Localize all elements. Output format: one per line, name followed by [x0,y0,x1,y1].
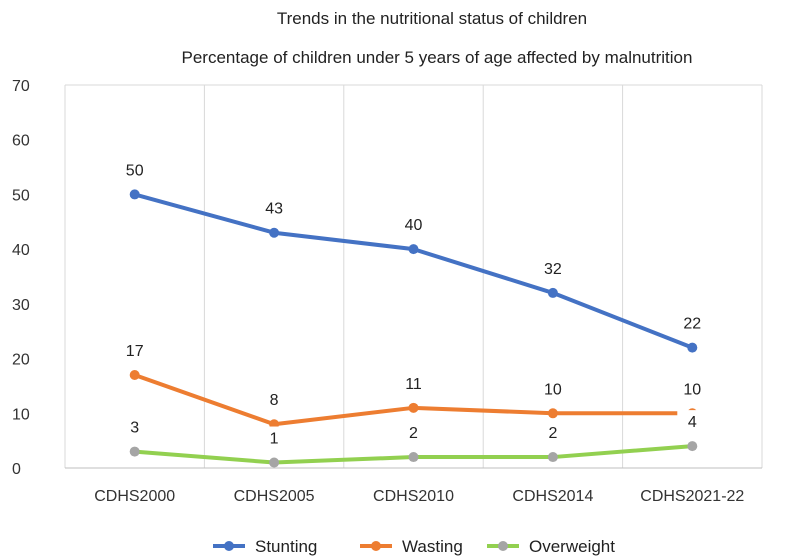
data-label-bg [537,256,568,279]
data-label-bg [677,311,708,334]
legend-item-wasting: Wasting [360,537,463,556]
stunting-data-label: 32 [544,261,562,278]
x-tick-label: CDHS2010 [373,488,454,505]
legend-marker [498,541,508,551]
data-label-bg [398,421,429,444]
wasting-point [547,408,558,419]
x-tick-label: CDHS2021-22 [640,488,744,505]
x-tick-label: CDHS2000 [94,488,175,505]
legend-label: Stunting [255,537,317,556]
stunting-point [129,189,140,200]
stunting-data-label: 43 [265,201,283,218]
overweight-data-label: 3 [130,420,139,437]
x-tick-label: CDHS2005 [234,488,315,505]
wasting-data-label: 8 [270,392,279,409]
stunting-point [269,227,280,238]
y-tick-label: 60 [12,133,30,150]
overweight-data-label: 2 [548,425,557,442]
legend-item-stunting: Stunting [213,537,317,556]
y-tick-label: 0 [12,461,21,478]
series-stunting: 50 43 40 32 22 [119,158,708,353]
data-label-bg [677,377,708,400]
y-tick-label: 40 [12,242,30,259]
stunting-point [687,342,698,353]
x-tick-label: CDHS2014 [512,488,593,505]
legend-marker [371,541,381,551]
wasting-point [129,369,140,380]
legend: Stunting Wasting Overweight [213,537,615,556]
overweight-point [408,452,419,463]
data-label-bg [119,158,150,181]
data-label-bg [119,338,150,361]
overweight-point [687,441,698,452]
data-label-bg [398,371,429,394]
stunting-point [408,244,419,255]
x-axis: CDHS2000 CDHS2005 CDHS2010 CDHS2014 CDHS2021… [94,488,744,505]
stunting-data-label: 22 [683,316,701,333]
wasting-data-label: 11 [405,376,422,393]
overweight-data-label: 4 [688,414,697,431]
overweight-point [129,446,140,457]
overweight-data-label: 1 [270,431,279,448]
wasting-point [408,402,419,413]
y-tick-label: 50 [12,187,30,204]
y-tick-label: 20 [12,352,30,369]
y-tick-label: 30 [12,297,30,314]
data-label-bg [259,426,290,449]
gridlines [64,84,763,469]
y-tick-label: 70 [12,78,30,95]
series-overweight: 3 1 2 2 4 [119,410,708,468]
data-label-bg [537,421,568,444]
legend-label: Wasting [402,537,463,556]
wasting-data-label: 10 [544,381,562,398]
chart-title: Trends in the nutritional status of chil… [277,9,587,28]
data-label-bg [677,410,708,433]
data-label-bg [537,377,568,400]
y-axis: 0 10 20 30 40 50 60 70 [12,78,30,478]
data-label-bg [398,213,429,236]
overweight-point [547,452,558,463]
data-label-bg [259,388,290,411]
y-tick-label: 10 [12,406,30,423]
overweight-point [269,457,280,468]
stunting-data-label: 50 [126,162,144,179]
wasting-data-label: 10 [683,381,701,398]
legend-item-overweight: Overweight [487,537,615,556]
legend-marker [224,541,234,551]
data-label-bg [259,196,290,219]
legend-label: Overweight [529,537,615,556]
stunting-point [547,287,558,298]
overweight-data-label: 2 [409,425,418,442]
series-wasting: 17 8 11 10 10 [119,338,708,430]
chart-subtitle: Percentage of children under 5 years of … [182,48,693,67]
stunting-data-label: 40 [405,217,423,234]
data-label-bg [119,415,150,438]
wasting-data-label: 17 [126,343,144,360]
